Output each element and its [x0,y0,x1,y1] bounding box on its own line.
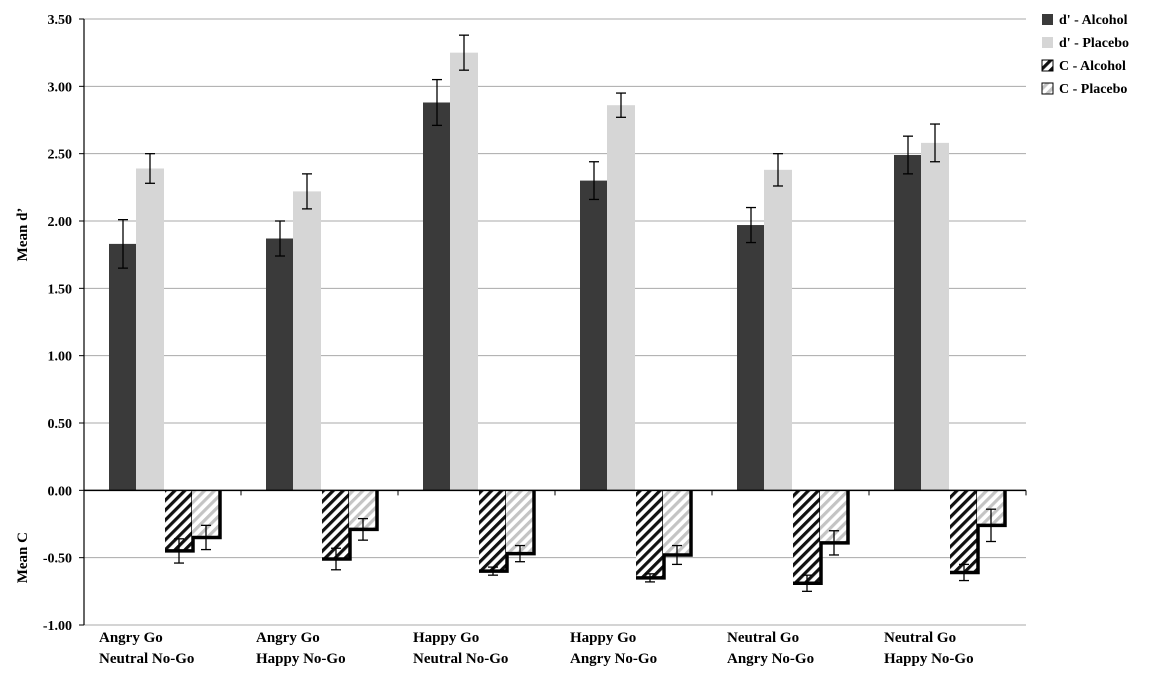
y-tick-label: -0.50 [43,552,72,567]
bar [109,243,137,491]
y-axis-title-top: Mean d’ [15,208,31,262]
legend: d' - Alcohol d' - Placebo C - Alcohol C - P… [1041,13,1129,97]
legend-swatch [1041,82,1054,95]
y-tick-label: 0.50 [48,417,73,432]
gridlines [84,18,1026,626]
x-category-label: Happy Go [413,630,479,646]
bar [580,180,608,491]
legend-swatch [1042,14,1053,25]
bars [109,34,1007,592]
bar [737,225,765,491]
y-tick-label: 2.00 [48,215,73,230]
legend-swatch [1042,37,1053,48]
y-tick-label: 2.50 [48,148,73,163]
bar [607,105,635,491]
bar [136,168,164,491]
y-axis-title-bottom: Mean C [15,532,31,583]
legend-swatch [1041,59,1054,72]
x-category-label: Happy No-Go [884,651,974,667]
x-category-label: Neutral No-Go [99,651,194,667]
bar-outline [977,490,1007,528]
y-tick-label: 1.00 [48,350,73,365]
bar [266,238,294,491]
y-tick-label: 3.50 [48,13,73,28]
x-category-label: Neutral No-Go [413,651,508,667]
bar [636,490,664,578]
axes [79,18,1027,626]
bar [764,169,792,491]
bar [793,490,821,584]
x-category-label: Angry No-Go [570,651,657,667]
bar [423,102,451,491]
x-category-label: Happy No-Go [256,651,346,667]
legend-label: d' - Alcohol [1059,13,1128,28]
y-tick-label: -1.00 [43,619,72,634]
bar [450,52,478,491]
x-category-label: Angry No-Go [727,651,814,667]
bar [894,155,922,491]
x-category-label: Angry Go [99,630,163,646]
bar [921,142,949,491]
y-tick-label: 3.00 [48,80,73,95]
x-category-label: Happy Go [570,630,636,646]
x-category-label: Neutral Go [884,630,956,646]
legend-label: C - Placebo [1059,82,1127,97]
y-tick-label: 1.50 [48,282,73,297]
x-category-label: Neutral Go [727,630,799,646]
bar-outline [192,490,222,540]
legend-label: C - Alcohol [1059,59,1126,74]
bar-outline [663,490,693,557]
labels: 3.50 3.00 2.50 2.00 1.50 1.00 0.50 0.00 -0.50 -1.… [15,13,974,667]
bar [322,490,350,560]
bar [479,490,507,572]
bar [293,191,321,491]
bar [663,490,691,555]
bar [506,490,534,554]
bar-outline [506,490,536,556]
x-category-label: Angry Go [256,630,320,646]
legend-label: d' - Placebo [1059,36,1129,51]
bar-outline [820,490,850,545]
bar-outline [349,490,379,532]
bar [950,490,978,573]
y-tick-label: 0.00 [48,484,73,499]
